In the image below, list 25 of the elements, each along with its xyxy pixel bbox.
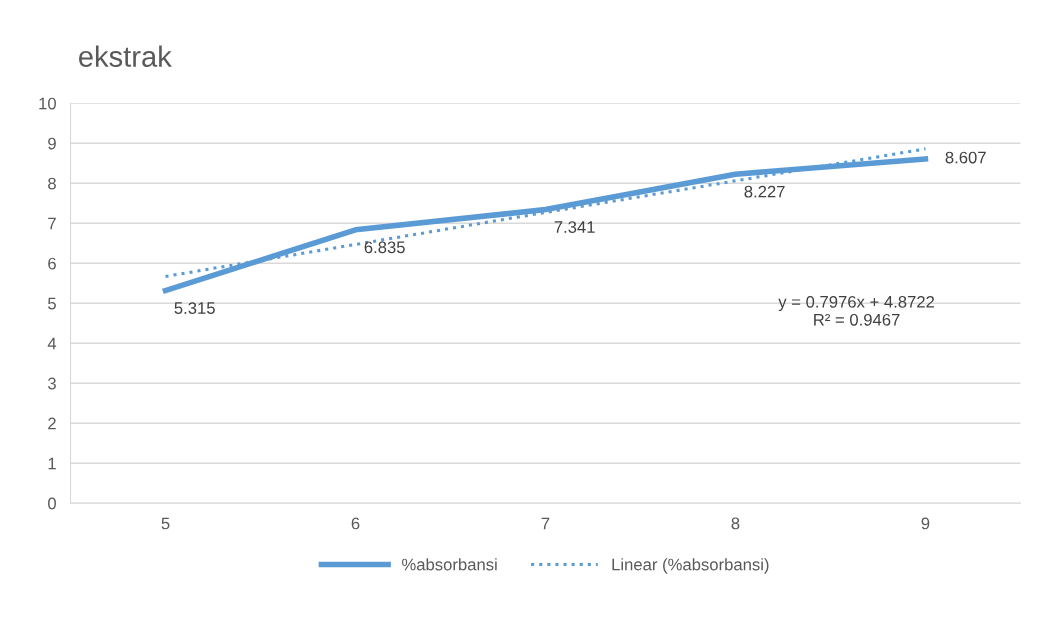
x-tick-label: 9 — [921, 517, 930, 530]
y-tick-label: 0 — [48, 497, 56, 510]
y-tick-label: 9 — [48, 137, 56, 150]
y-tick-label: 6 — [48, 257, 56, 270]
data-label: 8.607 — [945, 151, 986, 164]
y-tick-label: 2 — [48, 417, 56, 430]
y-tick-label: 1 — [48, 457, 56, 470]
x-tick-label: 7 — [541, 517, 550, 530]
y-tick-label: 10 — [39, 97, 56, 110]
data-label: 8.227 — [744, 185, 785, 198]
annotation: y = 0.7976x + 4.8722 R² = 0.9467 — [778, 295, 935, 326]
y-tick-label: 8 — [48, 177, 56, 190]
chart-title: ekstrak — [79, 45, 172, 67]
data-label: 5.315 — [174, 302, 215, 314]
data-label: 6.835 — [364, 241, 405, 254]
data-label: 7.341 — [554, 221, 595, 233]
y-tick-label: 4 — [47, 337, 57, 350]
y-tick-label: 5 — [48, 297, 56, 310]
legend-label: %absorbansi — [402, 558, 497, 571]
legend-label: Linear (%absorbansi) — [612, 558, 769, 574]
x-tick-label: 5 — [161, 517, 170, 530]
y-tick-label: 3 — [47, 377, 56, 390]
x-tick-label: 6 — [351, 517, 360, 530]
x-tick-label: 8 — [731, 517, 740, 530]
y-tick-label: 7 — [48, 217, 56, 230]
